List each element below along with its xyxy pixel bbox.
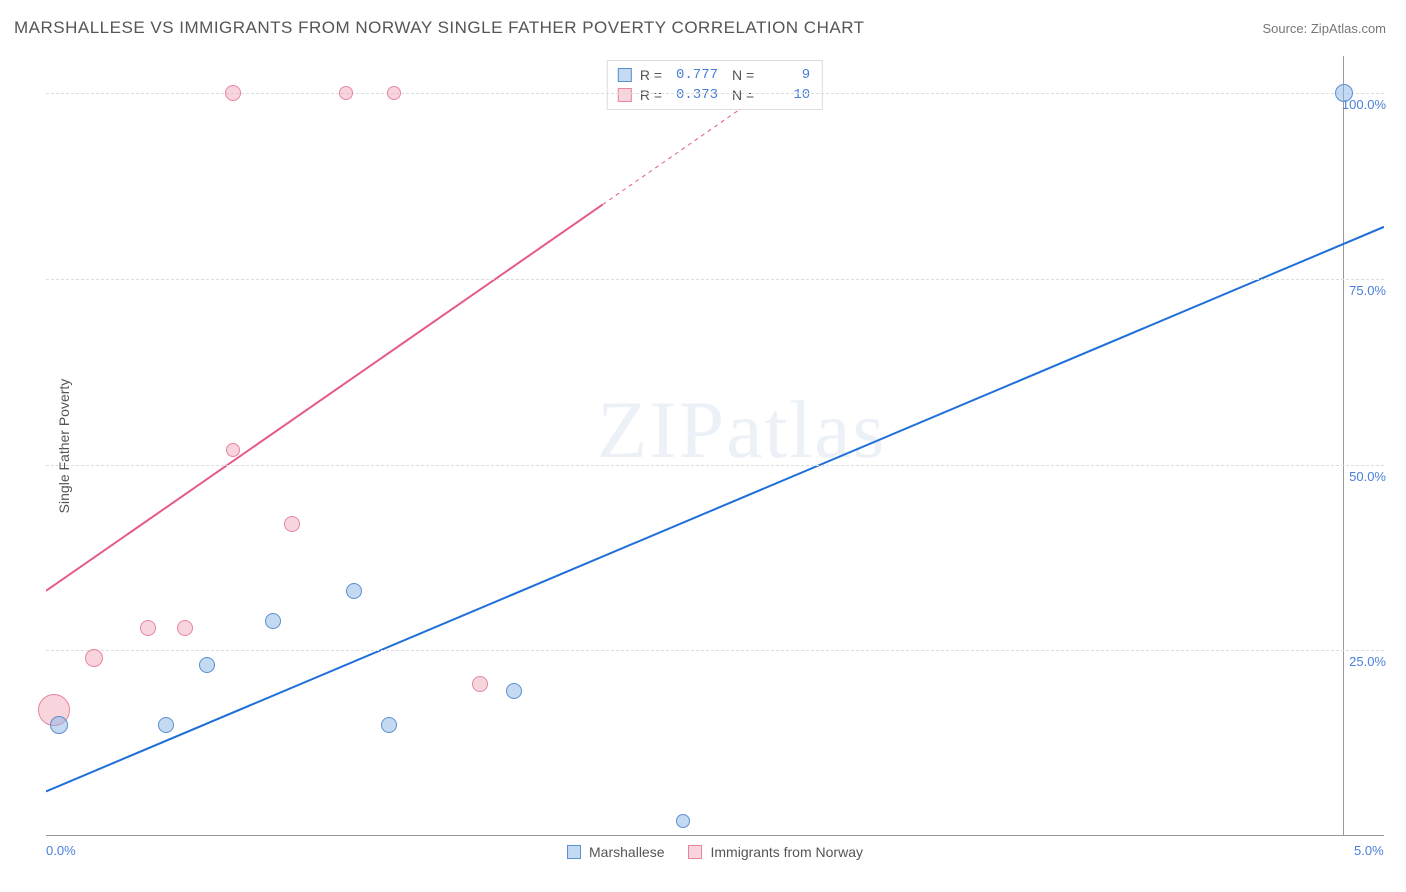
legend-stat-row: R = 0.777 N = 9 <box>618 65 810 85</box>
grid-line <box>46 650 1384 651</box>
n-label: N = <box>732 67 754 83</box>
data-point <box>265 613 281 629</box>
plot-area: ZIPatlas R = 0.777 N = 9 R = 0.373 N = 1… <box>46 56 1384 836</box>
data-point <box>346 583 362 599</box>
legend-swatch-icon <box>567 845 581 859</box>
data-point <box>140 620 156 636</box>
chart-source: Source: ZipAtlas.com <box>1262 21 1386 36</box>
data-point <box>387 86 401 100</box>
x-tick-label: 5.0% <box>1354 843 1384 858</box>
data-point <box>177 620 193 636</box>
data-point <box>339 86 353 100</box>
legend-series-item: Immigrants from Norway <box>689 844 863 860</box>
r-value: 0.373 <box>670 87 718 103</box>
data-point <box>158 717 174 733</box>
legend-series-label: Marshallese <box>589 844 664 860</box>
data-point <box>226 443 240 457</box>
legend-stat-row: R = 0.373 N = 10 <box>618 85 810 105</box>
x-tick-label: 0.0% <box>46 843 76 858</box>
n-value: 10 <box>762 87 810 103</box>
x-axis <box>46 835 1384 836</box>
trend-lines <box>46 56 1384 836</box>
data-point <box>85 649 103 667</box>
data-point <box>284 516 300 532</box>
r-label: R = <box>640 87 662 103</box>
y-axis <box>1343 56 1344 836</box>
legend-series-item: Marshallese <box>567 844 664 860</box>
r-label: R = <box>640 67 662 83</box>
chart-area: Single Father Poverty ZIPatlas R = 0.777… <box>46 56 1384 836</box>
series-legend: Marshallese Immigrants from Norway <box>567 844 863 860</box>
grid-line <box>46 465 1384 466</box>
data-point <box>381 717 397 733</box>
correlation-legend: R = 0.777 N = 9 R = 0.373 N = 10 <box>607 60 823 110</box>
data-point <box>50 716 68 734</box>
data-point <box>1335 84 1353 102</box>
legend-series-label: Immigrants from Norway <box>711 844 863 860</box>
data-point <box>199 657 215 673</box>
y-tick-label: 25.0% <box>1349 654 1386 669</box>
y-tick-label: 75.0% <box>1349 283 1386 298</box>
legend-swatch-icon <box>689 845 703 859</box>
legend-swatch-icon <box>618 68 632 82</box>
r-value: 0.777 <box>670 67 718 83</box>
data-point <box>225 85 241 101</box>
data-point <box>676 814 690 828</box>
data-point <box>506 683 522 699</box>
legend-swatch-icon <box>618 88 632 102</box>
y-tick-label: 50.0% <box>1349 469 1386 484</box>
grid-line <box>46 279 1384 280</box>
chart-title: MARSHALLESE VS IMMIGRANTS FROM NORWAY SI… <box>14 18 865 38</box>
n-label: N = <box>732 87 754 103</box>
grid-line <box>46 93 1384 94</box>
data-point <box>472 676 488 692</box>
n-value: 9 <box>762 67 810 83</box>
watermark: ZIPatlas <box>597 383 886 477</box>
